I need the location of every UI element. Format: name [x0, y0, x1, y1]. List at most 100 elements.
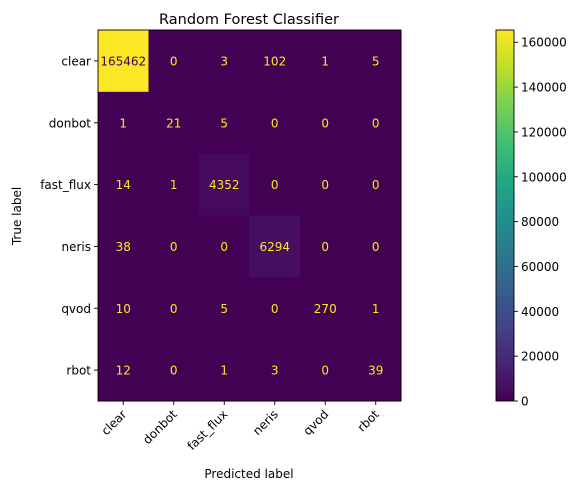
heatmap-cell — [98, 91, 149, 155]
heatmap-cell — [199, 215, 250, 278]
heatmap-cell — [98, 215, 149, 278]
heatmap-cell — [199, 339, 250, 402]
heatmap-cell — [148, 215, 200, 278]
cell-value-label: 1 — [119, 116, 127, 130]
heatmap-cell — [350, 339, 402, 402]
colorbar-tick-label: 120000 — [521, 125, 567, 139]
cell-value-label: 0 — [170, 302, 178, 316]
colorbar-tick-label: 160000 — [521, 36, 567, 50]
cell-value-label: 5 — [220, 302, 228, 316]
cell-value-label: 0 — [321, 240, 329, 254]
cell-value-label: 0 — [170, 54, 178, 68]
heatmap-cell — [350, 30, 402, 93]
heatmap-cell — [350, 277, 402, 340]
cell-value-label: 6294 — [259, 240, 290, 254]
heatmap-cells — [98, 30, 402, 402]
x-axis-label: Predicted label — [204, 467, 293, 481]
heatmap-cell — [300, 339, 351, 402]
x-tick-label: neris — [250, 407, 281, 438]
heatmap-cell — [249, 339, 301, 402]
cell-value-label: 5 — [220, 116, 228, 130]
heatmap-cell — [300, 277, 351, 340]
heatmap-cell — [199, 91, 250, 155]
x-tick-label: rbot — [355, 407, 383, 435]
cell-value-label: 0 — [372, 240, 380, 254]
colorbar-tick-label: 0 — [521, 395, 529, 409]
cell-value-label: 0 — [170, 364, 178, 378]
heatmap-cell — [199, 277, 250, 340]
heatmap-cell — [350, 215, 402, 278]
colorbar-tick-label: 100000 — [521, 170, 567, 184]
heatmap-cell — [300, 153, 351, 216]
x-tick-label: donbot — [140, 407, 180, 447]
cell-value-label: 0 — [271, 302, 279, 316]
heatmap-cell — [98, 277, 149, 340]
cell-value-label: 5 — [372, 54, 380, 68]
heatmap-cell — [249, 30, 301, 93]
colorbar-tick-label: 40000 — [521, 305, 559, 319]
cell-value-label: 0 — [321, 116, 329, 130]
cell-value-label: 0 — [271, 178, 279, 192]
y-tick-label: qvod — [61, 302, 91, 316]
cell-value-label: 0 — [372, 178, 380, 192]
heatmap-cell — [98, 30, 149, 93]
cell-value-label: 3 — [220, 54, 228, 68]
y-tick-label: clear — [61, 54, 91, 68]
heatmap-cell — [148, 339, 200, 402]
y-tick-label: rbot — [66, 364, 91, 378]
x-tick-label: clear — [99, 407, 130, 438]
x-tick-label: fast_flux — [185, 407, 231, 453]
cell-value-label: 1 — [170, 178, 178, 192]
cell-labels: 165462 0 3 102 1 51 21 5 0 0 014 1 4352 0 0 038 0 0 6294 0 0… — [100, 54, 383, 377]
heatmap-cell — [148, 30, 200, 93]
heatmap-cell — [300, 91, 351, 155]
y-axis-label: True label — [10, 187, 24, 246]
heatmap-cell — [249, 277, 301, 340]
cell-value-label: 1 — [321, 54, 329, 68]
cell-value-label: 0 — [170, 240, 178, 254]
x-axis-ticks: clear donbot fast_flux neris qvod rbot — [99, 401, 383, 453]
heatmap-cell — [98, 153, 149, 216]
heatmap-cell — [98, 339, 149, 402]
cell-value-label: 38 — [116, 240, 131, 254]
x-tick-label: qvod — [300, 407, 331, 438]
heatmap-cell — [199, 153, 250, 216]
heatmap-cell — [249, 91, 301, 155]
cell-value-label: 14 — [116, 178, 131, 192]
heatmap-cell — [148, 153, 200, 216]
heatmap-cell — [350, 91, 402, 155]
cell-value-label: 0 — [321, 178, 329, 192]
cell-value-label: 0 — [220, 240, 228, 254]
colorbar-tick-label: 80000 — [521, 215, 559, 229]
plot-frame — [97, 29, 402, 402]
cell-value-label: 165462 — [100, 54, 146, 68]
cell-value-label: 1 — [372, 302, 380, 316]
cell-value-label: 10 — [116, 302, 131, 316]
cell-value-label: 0 — [321, 364, 329, 378]
colorbar — [495, 29, 515, 402]
cell-value-label: 21 — [166, 116, 181, 130]
colorbar-ticks: 0 20000 40000 60000 80000 100000 120000 140000 1… — [514, 36, 567, 409]
heatmap-cell — [249, 215, 301, 278]
y-tick-label: neris — [61, 240, 91, 254]
chart-title: Random Forest Classifier — [159, 12, 339, 28]
cell-value-label: 102 — [263, 54, 286, 68]
heatmap-cell — [148, 91, 200, 155]
cell-value-label: 0 — [372, 116, 380, 130]
cell-value-label: 0 — [271, 116, 279, 130]
heatmap-cell — [300, 215, 351, 278]
y-tick-label: donbot — [49, 116, 92, 130]
cell-value-label: 39 — [368, 364, 383, 378]
heatmap-cell — [249, 153, 301, 216]
cell-value-label: 3 — [271, 364, 279, 378]
heatmap-cell — [300, 30, 351, 93]
colorbar-tick-label: 20000 — [521, 350, 559, 364]
cell-value-label: 1 — [220, 364, 228, 378]
cell-value-label: 270 — [314, 302, 337, 316]
cell-value-label: 12 — [116, 364, 131, 378]
heatmap-cell — [350, 153, 402, 216]
cell-value-label: 4352 — [209, 178, 240, 192]
colorbar-tick-label: 60000 — [521, 260, 559, 274]
